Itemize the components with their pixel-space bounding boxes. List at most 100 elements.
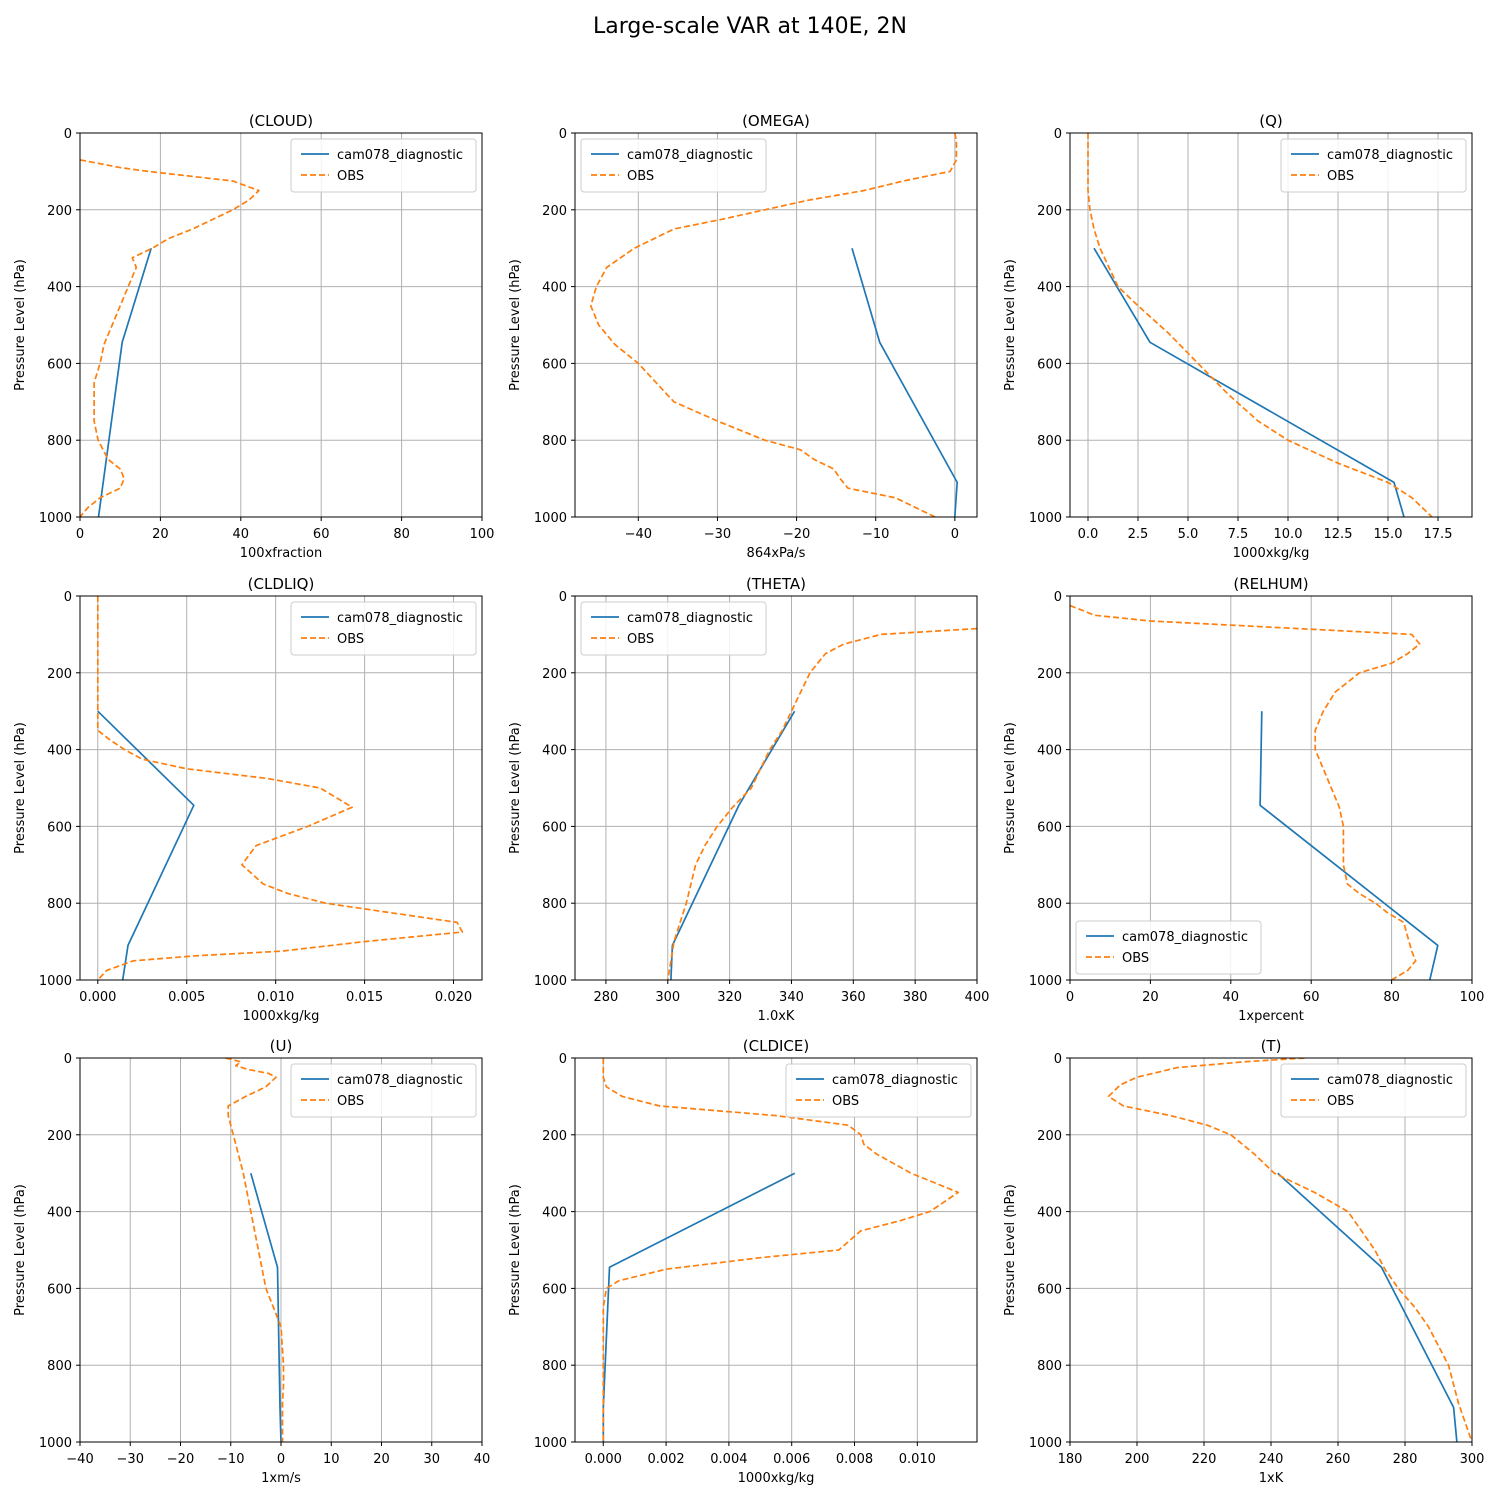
- axes-frame: [574, 132, 978, 518]
- y-tick-label: 200: [1037, 667, 1062, 682]
- legend-label: cam078_diagnostic: [337, 611, 463, 626]
- y-tick-label: 400: [542, 281, 567, 296]
- x-axis-label: 864xPa/s: [747, 546, 806, 561]
- x-tick-label: 280: [1393, 1452, 1418, 1467]
- y-axis-label: Pressure Level (hPa): [1003, 722, 1018, 854]
- legend: cam078_diagnostic OBS: [785, 1063, 972, 1118]
- legend-label: cam078_diagnostic: [337, 148, 463, 163]
- legend-box: [1075, 920, 1262, 975]
- y-tick-label: 600: [542, 357, 567, 372]
- legend-label: OBS: [1327, 1094, 1354, 1109]
- x-tick-label: −30: [117, 1452, 144, 1467]
- series-line-model: [851, 247, 959, 517]
- legend: cam078_diagnostic OBS: [580, 138, 767, 193]
- y-tick-label: 200: [1037, 204, 1062, 219]
- y-axis-label: Pressure Level (hPa): [13, 1184, 28, 1316]
- y-axis-label: Pressure Level (hPa): [13, 259, 28, 391]
- x-tick-label: 0.0: [1078, 527, 1099, 542]
- legend: cam078_diagnostic OBS: [1280, 138, 1467, 193]
- y-tick-label: 400: [1037, 1206, 1062, 1221]
- legend: cam078_diagnostic OBS: [290, 138, 477, 193]
- legend-label: OBS: [337, 1094, 364, 1109]
- x-tick-label: 0.000: [79, 990, 116, 1005]
- y-tick-label: 400: [542, 1206, 567, 1221]
- x-tick-label: 0: [951, 527, 959, 542]
- x-tick-label: 240: [1259, 1452, 1284, 1467]
- subplot-title: (Q): [1259, 112, 1283, 130]
- x-axis-label: 1000xkg/kg: [243, 1009, 320, 1024]
- x-tick-label: 40: [233, 527, 250, 542]
- y-tick-label: 600: [47, 357, 72, 372]
- y-tick-label: 800: [542, 434, 567, 449]
- y-tick-label: 200: [542, 667, 567, 682]
- x-tick-label: 0: [277, 1452, 285, 1467]
- x-tick-label: 0.020: [435, 990, 472, 1005]
- series-line-model: [602, 1172, 796, 1442]
- y-tick-label: 600: [47, 1282, 72, 1297]
- series-line-obs: [1107, 1058, 1472, 1442]
- axes-frame: [79, 132, 483, 518]
- y-tick-label: 800: [1037, 897, 1062, 912]
- legend-box: [1280, 1063, 1467, 1118]
- series-line-model: [1259, 711, 1439, 980]
- y-axis-label: Pressure Level (hPa): [508, 1184, 523, 1316]
- y-tick-label: 400: [47, 744, 72, 759]
- x-tick-label: 20: [152, 527, 169, 542]
- x-tick-label: 0: [1066, 990, 1074, 1005]
- x-tick-label: −40: [66, 1452, 93, 1467]
- legend: cam078_diagnostic OBS: [290, 601, 477, 656]
- x-tick-label: 0: [76, 527, 84, 542]
- x-tick-label: 7.5: [1228, 527, 1249, 542]
- x-tick-label: 360: [841, 990, 866, 1005]
- x-tick-label: 200: [1125, 1452, 1150, 1467]
- y-tick-label: 1000: [534, 974, 567, 989]
- y-tick-label: 400: [47, 1206, 72, 1221]
- axes-frame: [79, 595, 483, 981]
- y-tick-label: 400: [1037, 744, 1062, 759]
- series-line-model: [249, 1172, 282, 1442]
- y-tick-label: 400: [1037, 281, 1062, 296]
- subplot-2: −40 −30 −20 −10 0 0 200 400 600 800 1000 (OMEGA) 864…: [508, 112, 978, 561]
- axes-frame: [574, 1057, 978, 1443]
- legend-label: cam078_diagnostic: [1327, 1073, 1453, 1088]
- legend-label: cam078_diagnostic: [832, 1073, 958, 1088]
- y-tick-label: 800: [1037, 1359, 1062, 1374]
- y-tick-label: 600: [47, 820, 72, 835]
- y-axis-label: Pressure Level (hPa): [508, 259, 523, 391]
- y-tick-label: 200: [47, 1129, 72, 1144]
- subplot-title: (THETA): [746, 575, 806, 593]
- subplot-title: (T): [1261, 1037, 1282, 1055]
- x-tick-label: 340: [779, 990, 804, 1005]
- x-tick-label: 300: [1460, 1452, 1485, 1467]
- x-tick-label: 12.5: [1324, 527, 1353, 542]
- x-tick-label: 100: [470, 527, 495, 542]
- y-tick-label: 0: [64, 590, 72, 605]
- axes-frame: [1069, 595, 1473, 981]
- axes-frame: [574, 595, 978, 981]
- y-tick-label: 800: [47, 434, 72, 449]
- subplot-title: (RELHUM): [1233, 575, 1308, 593]
- x-tick-label: 0.004: [710, 1452, 747, 1467]
- legend-label: OBS: [1122, 951, 1149, 966]
- y-tick-label: 0: [1054, 127, 1062, 142]
- legend-box: [290, 138, 477, 193]
- legend-box: [1280, 138, 1467, 193]
- subplot-6: 0 20 40 60 80 10002004006008001000(RELHUM)1xp…: [1003, 575, 1484, 1024]
- legend-label: cam078_diagnostic: [1122, 930, 1248, 945]
- x-tick-label: 30: [423, 1452, 440, 1467]
- y-tick-label: 600: [1037, 357, 1062, 372]
- x-tick-label: 280: [594, 990, 619, 1005]
- subplot-9: 180 200 220 240 260 280 300 0 200 400 600 800 1000 (T…: [1003, 1037, 1484, 1486]
- y-tick-label: 0: [559, 1052, 567, 1067]
- legend-box: [290, 601, 477, 656]
- x-tick-label: 0.006: [773, 1452, 810, 1467]
- x-tick-label: 400: [965, 990, 990, 1005]
- y-tick-label: 200: [542, 204, 567, 219]
- y-tick-label: 1000: [1029, 974, 1062, 989]
- y-tick-label: 1000: [39, 1436, 72, 1451]
- legend-label: OBS: [627, 632, 654, 647]
- x-tick-label: −20: [167, 1452, 194, 1467]
- series-line-model: [1093, 247, 1405, 517]
- legend-label: OBS: [832, 1094, 859, 1109]
- x-tick-label: 300: [655, 990, 680, 1005]
